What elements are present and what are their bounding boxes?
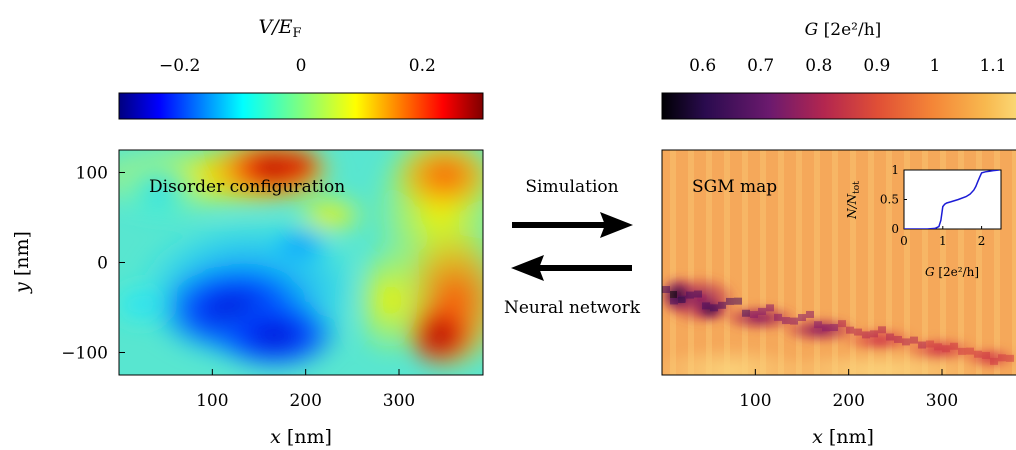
inset-x-tick-label: 0 — [900, 234, 908, 248]
disorder-map-label: Disorder configuration — [149, 177, 345, 197]
left-colorbar-bar — [118, 92, 484, 120]
left-colorbar-tick-labels: −0.2 0 0.2 — [159, 56, 436, 97]
neural-network-label: Neural network — [504, 298, 641, 318]
inset-ticks: 0 1 2 0 0.5 1 — [880, 163, 986, 248]
left-y-tick-label: 100 — [76, 164, 108, 184]
sgm-map-label: SGM map — [692, 177, 777, 197]
right-colorbar-tick-label: 1.1 — [979, 56, 1006, 76]
left-colorbar-title: V/EF — [258, 16, 301, 41]
disorder-map-ticks: 100 200 300 100 0 −100 — [61, 164, 415, 412]
right-colorbar-tick-label: 0.8 — [805, 56, 832, 76]
right-x-tick-label: 100 — [739, 391, 771, 411]
right-x-axis-unit: [nm] — [829, 426, 874, 448]
inset-y-var: N/N — [845, 193, 859, 220]
inset-x-unit: [2e²/h] — [938, 265, 979, 279]
right-colorbar-tick-label: 1 — [929, 56, 940, 76]
left-colorbar-title-sub: F — [292, 26, 301, 41]
inset-x-var: G — [925, 265, 935, 279]
left-y-axis-label: y [nm] — [11, 231, 33, 294]
left-x-tick-label: 100 — [196, 391, 228, 411]
left-y-tick-label: 0 — [97, 254, 108, 274]
right-colorbar-tick-label: 0.6 — [689, 56, 716, 76]
inset-plot: 0 1 2 0 0.5 1 N/Ntot G [2e²/h] — [845, 163, 1002, 279]
sgm-map-frame — [661, 149, 1016, 376]
left-x-axis-label: x [nm] — [270, 426, 332, 448]
inset-y-label: N/Ntot — [845, 181, 862, 220]
sgm-map-ticks: 100 200 300 — [739, 369, 958, 411]
backward-arrow — [511, 255, 632, 281]
left-x-axis-var: x — [270, 426, 281, 448]
disorder-map: Disorder configuration 100 200 300 100 0 −100… — [11, 149, 484, 448]
right-colorbar-tick-label: 0.9 — [863, 56, 890, 76]
right-colorbar-title-unit: [2e²/h] — [824, 20, 882, 40]
simulation-label: Simulation — [525, 177, 618, 197]
inset-y-tick-label: 1 — [891, 163, 899, 177]
forward-arrow — [512, 212, 633, 238]
disorder-map-image — [119, 150, 483, 375]
left-colorbar-tick-label: 0.2 — [409, 56, 436, 76]
inset-x-label: G [2e²/h] — [925, 265, 979, 279]
inset-curve — [904, 170, 1000, 229]
right-colorbar-title: G [2e²/h] — [805, 20, 882, 40]
sgm-map: SGM map 100 200 300 x [nm] 0 1 2 0 0.5 1 N/Ntot… — [661, 149, 1016, 448]
right-x-axis-var: x — [812, 426, 823, 448]
left-x-tick-label: 300 — [383, 391, 415, 411]
process-arrows: Simulation Neural network — [504, 177, 641, 318]
left-y-axis-var: y — [11, 282, 33, 294]
right-colorbar: G [2e²/h] 0.6 0.7 0.8 0.9 1 1.1 — [661, 20, 1016, 120]
inset-y-tick-label: 0.5 — [880, 193, 899, 207]
right-colorbar-title-var: G — [805, 20, 819, 40]
inset-y-sub: tot — [852, 181, 862, 194]
left-y-axis-unit: [nm] — [11, 231, 33, 276]
inset-frame — [903, 169, 1002, 230]
left-x-tick-label: 200 — [289, 391, 321, 411]
inset-x-tick-label: 1 — [939, 234, 947, 248]
left-colorbar-tick-label: −0.2 — [159, 56, 200, 76]
right-colorbar-tick-label: 0.7 — [747, 56, 774, 76]
right-x-tick-label: 300 — [926, 391, 958, 411]
right-colorbar-tick-labels: 0.6 0.7 0.8 0.9 1 1.1 — [689, 56, 1006, 97]
left-y-tick-label: −100 — [61, 344, 108, 364]
inset-x-tick-label: 2 — [978, 234, 986, 248]
left-x-axis-unit: [nm] — [287, 426, 332, 448]
inset-y-tick-label: 0 — [891, 222, 899, 236]
right-x-tick-label: 200 — [832, 391, 864, 411]
left-colorbar-title-var: V/E — [258, 16, 292, 38]
right-colorbar-bar — [661, 92, 1016, 120]
right-x-axis-label: x [nm] — [812, 426, 874, 448]
left-colorbar: V/EF −0.2 0 0.2 — [118, 16, 484, 120]
left-colorbar-tick-label: 0 — [296, 56, 307, 76]
